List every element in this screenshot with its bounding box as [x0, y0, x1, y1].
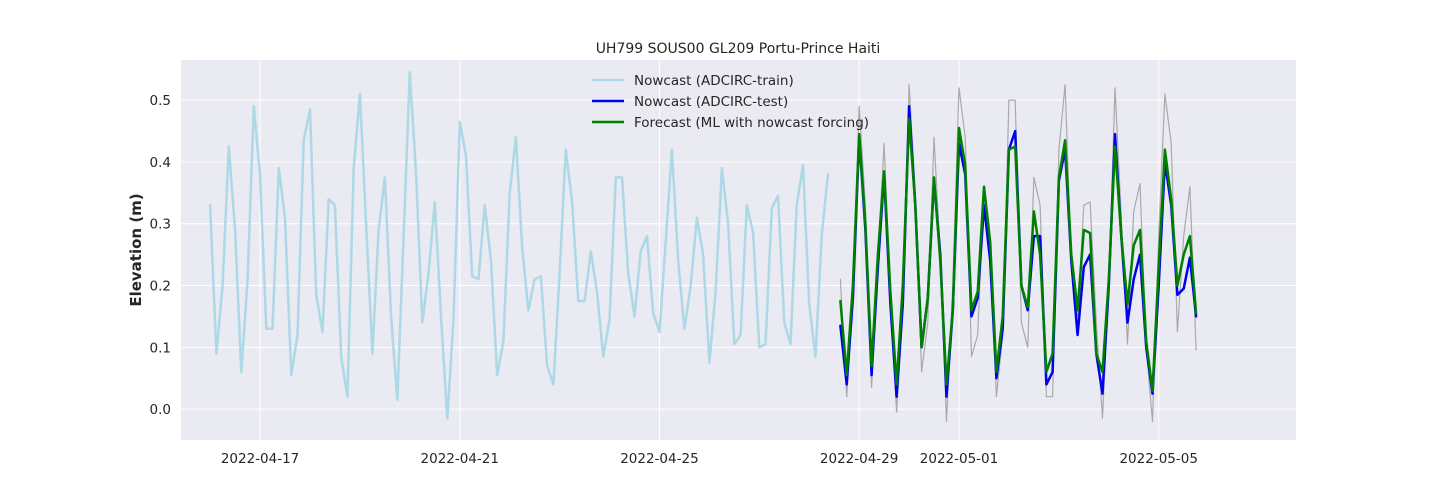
- y-tick-label: 0.4: [150, 155, 171, 171]
- y-tick-label: 0.0: [150, 402, 171, 418]
- y-tick-label: 0.3: [150, 217, 171, 233]
- legend-label: Nowcast (ADCIRC-test): [634, 94, 788, 110]
- series-layer: [208, 71, 1198, 423]
- x-tick-label: 2022-05-05: [1119, 451, 1197, 467]
- legend: Nowcast (ADCIRC-train) Nowcast (ADCIRC-te…: [592, 73, 869, 131]
- series-line-3: [839, 117, 1198, 392]
- legend-label: Forecast (ML with nowcast forcing): [634, 115, 869, 131]
- y-axis-ticks: 0.0 0.1 0.2 0.3 0.4 0.5: [150, 93, 171, 418]
- y-axis-label: Elevation (m): [127, 193, 145, 306]
- series-line-0: [208, 71, 830, 420]
- x-tick-label: 2022-04-25: [620, 451, 698, 467]
- y-tick-label: 0.5: [150, 93, 171, 109]
- x-tick-label: 2022-04-29: [820, 451, 898, 467]
- chart-title: UH799 SOUS00 GL209 Portu-Prince Haiti: [596, 41, 881, 57]
- y-tick-label: 0.2: [150, 279, 171, 295]
- y-tick-label: 0.1: [150, 340, 171, 356]
- x-tick-label: 2022-04-17: [221, 451, 299, 467]
- x-axis-ticks: 2022-04-17 2022-04-21 2022-04-25 2022-04-29…: [221, 451, 1198, 467]
- x-tick-label: 2022-05-01: [920, 451, 998, 467]
- legend-label: Nowcast (ADCIRC-train): [634, 73, 794, 89]
- x-tick-label: 2022-04-21: [421, 451, 499, 467]
